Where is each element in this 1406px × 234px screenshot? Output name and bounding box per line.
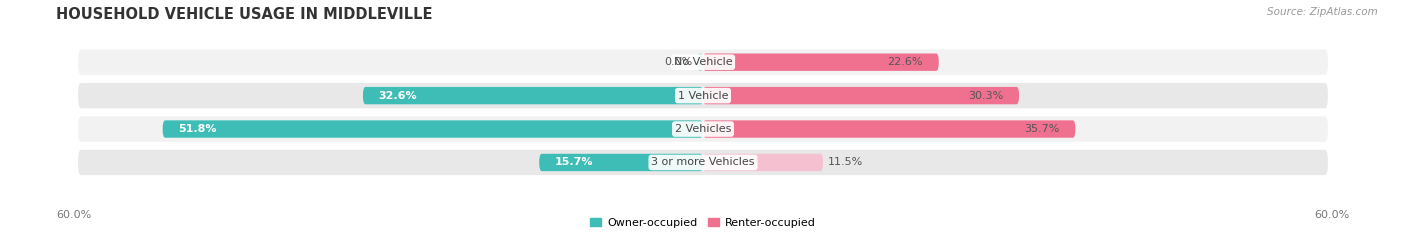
FancyBboxPatch shape: [703, 154, 823, 171]
Text: 51.8%: 51.8%: [179, 124, 217, 134]
FancyBboxPatch shape: [77, 82, 1329, 109]
Text: 60.0%: 60.0%: [56, 210, 91, 220]
Text: 60.0%: 60.0%: [1315, 210, 1350, 220]
Text: 0.0%: 0.0%: [664, 57, 693, 67]
FancyBboxPatch shape: [703, 87, 1019, 104]
Text: 3 or more Vehicles: 3 or more Vehicles: [651, 157, 755, 168]
FancyBboxPatch shape: [77, 48, 1329, 76]
Text: 22.6%: 22.6%: [887, 57, 924, 67]
FancyBboxPatch shape: [540, 154, 703, 171]
Text: No Vehicle: No Vehicle: [673, 57, 733, 67]
Text: 2 Vehicles: 2 Vehicles: [675, 124, 731, 134]
FancyBboxPatch shape: [703, 120, 1076, 138]
Text: 30.3%: 30.3%: [969, 91, 1004, 101]
Text: 15.7%: 15.7%: [555, 157, 593, 168]
Legend: Owner-occupied, Renter-occupied: Owner-occupied, Renter-occupied: [586, 213, 820, 232]
Text: 11.5%: 11.5%: [828, 157, 863, 168]
Text: 35.7%: 35.7%: [1025, 124, 1060, 134]
FancyBboxPatch shape: [163, 120, 703, 138]
Text: 1 Vehicle: 1 Vehicle: [678, 91, 728, 101]
FancyBboxPatch shape: [77, 115, 1329, 143]
FancyBboxPatch shape: [77, 149, 1329, 176]
Text: 32.6%: 32.6%: [378, 91, 418, 101]
FancyBboxPatch shape: [697, 54, 703, 71]
FancyBboxPatch shape: [363, 87, 703, 104]
FancyBboxPatch shape: [703, 54, 939, 71]
Text: Source: ZipAtlas.com: Source: ZipAtlas.com: [1267, 7, 1378, 17]
Text: HOUSEHOLD VEHICLE USAGE IN MIDDLEVILLE: HOUSEHOLD VEHICLE USAGE IN MIDDLEVILLE: [56, 7, 433, 22]
